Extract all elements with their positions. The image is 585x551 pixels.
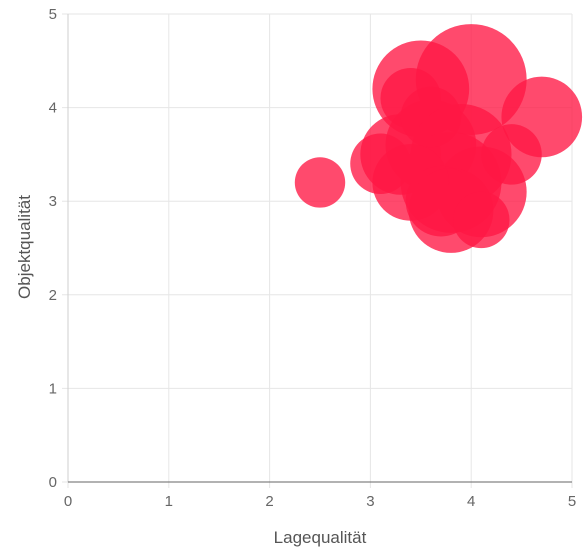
y-tick-label: 1 xyxy=(49,380,57,397)
y-tick-label: 2 xyxy=(49,287,57,304)
y-axis-title: Objektqualität xyxy=(15,195,34,299)
bubble-point[interactable] xyxy=(481,124,542,185)
x-tick-label: 2 xyxy=(265,493,273,510)
bubble-point[interactable] xyxy=(400,86,462,148)
bubble-point[interactable] xyxy=(453,191,510,249)
y-tick-label: 0 xyxy=(49,474,57,491)
bubbles xyxy=(294,24,583,253)
x-tick-label: 3 xyxy=(366,493,374,510)
y-tick-label: 4 xyxy=(49,100,57,117)
axes: 0 1 2 3 4 5 0 1 2 3 4 5 xyxy=(49,6,577,510)
x-axis-title: Lagequalität xyxy=(274,528,367,547)
x-tick-label: 5 xyxy=(568,493,576,510)
bubble-point[interactable] xyxy=(294,157,346,208)
x-tick-label: 0 xyxy=(64,493,72,510)
y-tick-label: 3 xyxy=(49,193,57,210)
x-tick-label: 1 xyxy=(165,493,173,510)
y-tick-label: 5 xyxy=(49,6,57,23)
x-tick-label: 4 xyxy=(467,493,475,510)
